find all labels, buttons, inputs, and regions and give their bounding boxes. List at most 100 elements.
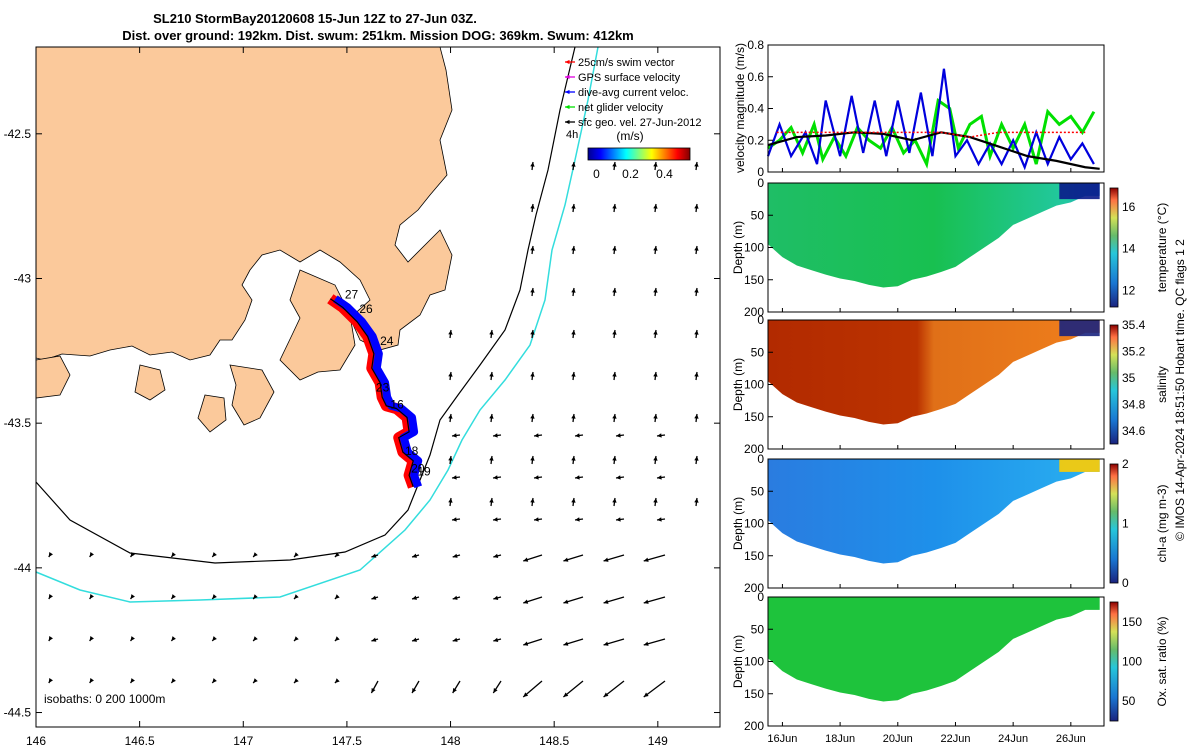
lon-tick-label: 148 bbox=[441, 734, 461, 748]
velocity-arrow-head bbox=[571, 246, 576, 251]
velocity-arrow-head bbox=[253, 594, 258, 599]
velocity-arrow-head bbox=[653, 204, 658, 209]
velocity-arrow-head bbox=[452, 595, 458, 600]
depth-tick-label: 100 bbox=[744, 655, 764, 669]
velocity-arrow-head bbox=[653, 330, 658, 335]
velocity-panel: 0 0.2 0.4 0.6 0.8 velocity magnitude (m/s) bbox=[733, 38, 1105, 179]
land-polygon bbox=[134, 364, 166, 401]
section-surface-patch bbox=[1059, 320, 1100, 337]
land-polygon bbox=[35, 46, 453, 361]
velocity-plot-lines bbox=[766, 68, 1100, 171]
velocity-arrow-head bbox=[616, 433, 621, 438]
depth-tick-label: 200 bbox=[744, 719, 764, 733]
velocity-arrow-head bbox=[603, 641, 609, 646]
velocity-arrow-head bbox=[253, 636, 258, 641]
velocity-ylabel: velocity magnitude (m/s) bbox=[733, 43, 747, 173]
depth-tick-label: 200 bbox=[744, 305, 764, 319]
velocity-arrow-head bbox=[523, 557, 529, 562]
velocity-arrow-head bbox=[603, 599, 609, 604]
section-colorbar-tick: 50 bbox=[1122, 694, 1136, 708]
map-frame bbox=[35, 46, 721, 728]
velocity-y-ticks: 0 0.2 0.4 0.6 0.8 bbox=[747, 38, 773, 179]
velocity-arrow-head bbox=[534, 475, 539, 480]
day-label: 20 bbox=[411, 461, 425, 475]
section-fill-salinity bbox=[768, 320, 1100, 425]
velocity-arrow-head bbox=[171, 552, 176, 557]
velocity-arrow-head bbox=[612, 372, 617, 377]
velocity-arrow-head bbox=[294, 594, 299, 599]
section-colorbar-tick: 34.8 bbox=[1122, 397, 1146, 411]
map-colorbar: 0 0.2 0.4 bbox=[587, 147, 691, 181]
velocity-arrow-head bbox=[653, 456, 658, 461]
velocity-arrow-head bbox=[653, 246, 658, 251]
section-fill-oxygen bbox=[768, 597, 1100, 702]
velocity-arrow-head bbox=[493, 475, 498, 480]
velocity-arrow-head bbox=[489, 456, 494, 461]
velocity-arrow-head bbox=[171, 636, 176, 641]
day-label: 27 bbox=[345, 288, 359, 302]
velocity-arrow-head bbox=[530, 246, 535, 251]
velocity-arrow-head bbox=[571, 414, 576, 419]
depth-tick-label: 0 bbox=[757, 313, 764, 327]
velocity-arrow-head bbox=[493, 595, 499, 600]
section-fill-chl-a bbox=[768, 459, 1100, 564]
day-label: 23 bbox=[376, 380, 390, 394]
depth-tick-label: 100 bbox=[744, 241, 764, 255]
section-colorbar-tick: 35 bbox=[1122, 371, 1136, 385]
velocity-arrow-head bbox=[603, 557, 609, 562]
velocity-series-green bbox=[767, 98, 1096, 169]
velocity-arrow-head bbox=[130, 636, 135, 641]
time-tick-label: 18Jun bbox=[825, 733, 855, 745]
velocity-arrow-head bbox=[452, 637, 458, 642]
velocity-arrow-head bbox=[493, 637, 499, 642]
legend-entry: 25cm/s swim vector bbox=[578, 57, 675, 69]
velocity-arrow-head bbox=[253, 678, 258, 683]
velocity-arrow-head bbox=[612, 246, 617, 251]
section-colorbar-label: chl-a (mg m-3) bbox=[1155, 484, 1169, 562]
section-colorbar-tick: 14 bbox=[1122, 242, 1136, 256]
velocity-arrow-head bbox=[575, 433, 580, 438]
section-ylabel: Depth (m) bbox=[731, 221, 745, 274]
velocity-arrow-head bbox=[371, 637, 377, 642]
velocity-arrow-head bbox=[89, 678, 94, 683]
velocity-arrow-head bbox=[571, 162, 576, 167]
legend-entry: net glider velocity bbox=[578, 102, 663, 114]
velocity-arrow-head bbox=[571, 372, 576, 377]
velocity-arrow-head bbox=[657, 475, 662, 480]
velocity-arrow-head bbox=[653, 372, 658, 377]
lon-tick-label: 149 bbox=[648, 734, 668, 748]
map-axis-ticks: 146 146.5 147 147.5 148 148.5 149 -42.5 -43 -43.5… bbox=[4, 47, 720, 748]
velocity-arrow-head bbox=[334, 594, 340, 599]
velocity-arrow-head bbox=[530, 288, 535, 293]
velocity-arrow-head bbox=[563, 641, 569, 646]
map-isobaths-group bbox=[35, 46, 599, 603]
velocity-arrow-head bbox=[571, 288, 576, 293]
velocity-arrow-head bbox=[371, 553, 377, 558]
velocity-arrow-head bbox=[575, 475, 580, 480]
velocity-arrow-head bbox=[530, 414, 535, 419]
section-colorbar-tick: 35.2 bbox=[1122, 344, 1146, 358]
velocity-arrow-head bbox=[575, 517, 580, 522]
section-colorbar-tick: 16 bbox=[1122, 200, 1136, 214]
velocity-arrow-head bbox=[412, 553, 417, 558]
velocity-arrow-head bbox=[48, 594, 53, 599]
velocity-arrow-head bbox=[653, 498, 658, 503]
velocity-arrow-head bbox=[130, 678, 135, 683]
velocity-arrow-head bbox=[493, 433, 498, 438]
velocity-arrow-head bbox=[534, 517, 539, 522]
section-colorbar-tick: 1 bbox=[1122, 517, 1129, 531]
day-label: 18 bbox=[405, 444, 419, 458]
day-label: 26 bbox=[359, 302, 373, 316]
lon-tick-label: 146.5 bbox=[125, 734, 155, 748]
velocity-arrow-head bbox=[612, 498, 617, 503]
depth-tick-label: 200 bbox=[744, 581, 764, 595]
depth-tick-label: 200 bbox=[744, 442, 764, 456]
velocity-arrow-head bbox=[612, 204, 617, 209]
lat-tick-label: -43 bbox=[14, 271, 32, 285]
section-colorbar bbox=[1109, 463, 1119, 584]
velocity-arrow-head bbox=[694, 204, 699, 209]
velocity-arrow-head bbox=[563, 557, 569, 562]
depth-tick-label: 150 bbox=[744, 273, 764, 287]
